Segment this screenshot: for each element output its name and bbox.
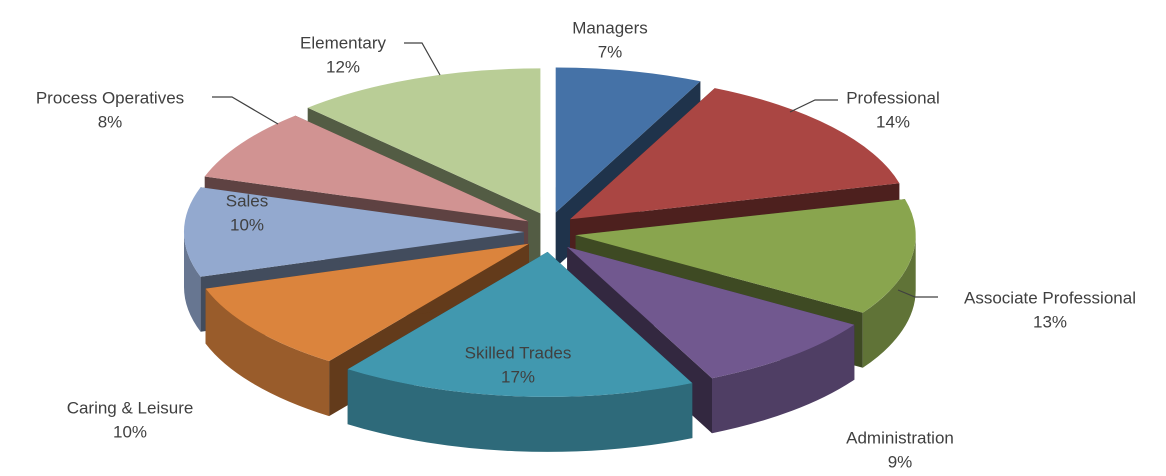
slice-value-label: 10% bbox=[230, 215, 264, 234]
slice-label: Sales bbox=[226, 191, 269, 210]
leader-line bbox=[404, 42, 441, 76]
slice-label: Elementary bbox=[300, 33, 386, 52]
slice-value-label: 13% bbox=[1033, 312, 1067, 331]
slice bbox=[575, 199, 916, 313]
slice-value-label: 12% bbox=[326, 57, 360, 76]
leader-line bbox=[789, 99, 838, 113]
slice bbox=[204, 115, 529, 222]
slice-value-label: 17% bbox=[501, 367, 535, 386]
slice-value-label: 14% bbox=[876, 112, 910, 131]
slice bbox=[567, 247, 855, 379]
slice-value-label: 10% bbox=[113, 422, 147, 441]
slice-label: Caring & Leisure bbox=[67, 398, 194, 417]
slice bbox=[347, 251, 693, 397]
slice bbox=[183, 187, 524, 277]
leader-line bbox=[897, 289, 938, 298]
slice-value-label: 8% bbox=[98, 112, 123, 131]
slice bbox=[307, 68, 541, 214]
slice-value-label: 9% bbox=[888, 452, 913, 471]
slice-side bbox=[862, 235, 916, 368]
slice bbox=[205, 243, 529, 362]
slice-value-label: 7% bbox=[598, 42, 623, 61]
slice bbox=[555, 67, 701, 213]
slice-label: Process Operatives bbox=[36, 88, 184, 107]
leader-line bbox=[212, 96, 279, 125]
slice-side bbox=[347, 369, 693, 452]
slice-label: Associate Professional bbox=[964, 288, 1136, 307]
slice-label: Professional bbox=[846, 88, 940, 107]
slice-side bbox=[205, 288, 330, 417]
slice-label: Administration bbox=[846, 428, 954, 447]
slice bbox=[570, 88, 900, 220]
slice-label: Managers bbox=[572, 18, 648, 37]
slice-side bbox=[183, 232, 201, 332]
slice-label: Skilled Trades bbox=[465, 343, 572, 362]
slice-side bbox=[712, 324, 855, 434]
